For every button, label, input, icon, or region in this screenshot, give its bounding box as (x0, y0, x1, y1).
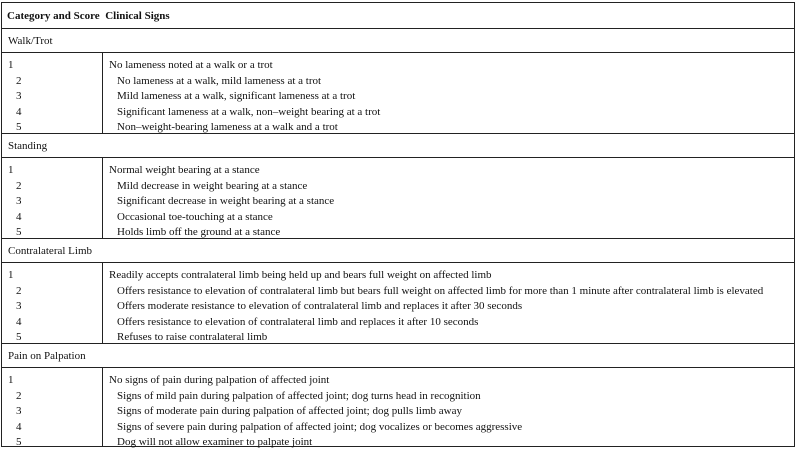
table-sections: Walk/Trot 1 2 3 4 5 No lameness noted at a wal… (2, 29, 794, 448)
score-value: 4 (16, 315, 22, 328)
category-row: Contralateral Limb (2, 239, 794, 263)
score-value: 5 (16, 331, 22, 344)
score-value: 2 (16, 284, 22, 297)
score-value: 1 (8, 269, 14, 281)
score-value: 1 (8, 164, 14, 176)
clinical-sign: Offers resistance to elevation of contra… (117, 284, 764, 297)
clinical-sign: Normal weight bearing at a stance (109, 164, 260, 176)
clinical-sign: Offers resistance to elevation of contra… (117, 315, 479, 328)
header-clinical-signs: Clinical Signs (105, 9, 170, 22)
clinical-sign: No lameness at a walk, mild lameness at … (117, 74, 322, 87)
clinical-sign: Mild lameness at a walk, significant lam… (117, 90, 356, 103)
score-value: 4 (16, 210, 22, 223)
score-value: 2 (16, 389, 22, 402)
score-value: 1 (8, 59, 14, 71)
score-value: 3 (16, 90, 22, 103)
clinical-sign: No lameness noted at a walk or a trot (109, 59, 273, 71)
clinical-sign: Occasional toe-touching at a stance (117, 210, 273, 223)
category-body: 1 2 3 4 5 No lameness noted at a walk or a tr… (2, 53, 794, 134)
clinical-sign: Offers moderate resistance to elevation … (117, 300, 523, 313)
clinical-sign: Significant lameness at a walk, non–weig… (117, 105, 381, 118)
score-value: 5 (16, 121, 22, 134)
category-row: Pain on Palpation (2, 344, 794, 368)
clinical-sign: Readily accepts contralateral limb being… (109, 269, 492, 281)
table-header: Category and Score Clinical Signs (2, 3, 794, 29)
clinical-sign: Holds limb off the ground at a stance (117, 226, 281, 239)
score-value: 3 (16, 195, 22, 208)
score-value: 2 (16, 179, 22, 192)
clinical-sign: Dog will not allow examiner to palpate j… (117, 436, 313, 449)
clinical-sign: Signs of severe pain during palpation of… (117, 420, 523, 433)
category-row: Standing (2, 134, 794, 158)
score-value: 5 (16, 436, 22, 449)
category-body: 1 2 3 4 5 Readily accepts contralateral limb … (2, 263, 794, 344)
signs-column: Readily accepts contralateral limb being… (103, 263, 794, 343)
signs-column: No lameness noted at a walk or a trot No … (103, 53, 794, 133)
clinical-sign: No signs of pain during palpation of aff… (109, 374, 330, 386)
signs-column: No signs of pain during palpation of aff… (103, 368, 794, 448)
clinical-sign: Mild decrease in weight bearing at a sta… (117, 179, 308, 192)
clinical-sign: Significant decrease in weight bearing a… (117, 195, 335, 208)
clinical-sign: Signs of moderate pain during palpation … (117, 405, 463, 418)
signs-column: Normal weight bearing at a stance Mild de… (103, 158, 794, 238)
clinical-sign: Signs of mild pain during palpation of a… (117, 389, 481, 402)
clinical-sign: Refuses to raise contralateral limb (117, 331, 268, 344)
score-value: 3 (16, 405, 22, 418)
header-category-and-score: Category and Score (7, 9, 100, 22)
score-value: 4 (16, 105, 22, 118)
category-body: 1 2 3 4 5 Normal weight bearing at a stance Mi… (2, 158, 794, 239)
score-value: 1 (8, 374, 14, 386)
score-value: 2 (16, 74, 22, 87)
score-value: 3 (16, 300, 22, 313)
score-value: 5 (16, 226, 22, 239)
category-row: Walk/Trot (2, 29, 794, 53)
clinical-sign: Non–weight-bearing lameness at a walk an… (117, 121, 338, 134)
score-value: 4 (16, 420, 22, 433)
category-body: 1 2 3 4 5 No signs of pain during palpation o… (2, 368, 794, 448)
